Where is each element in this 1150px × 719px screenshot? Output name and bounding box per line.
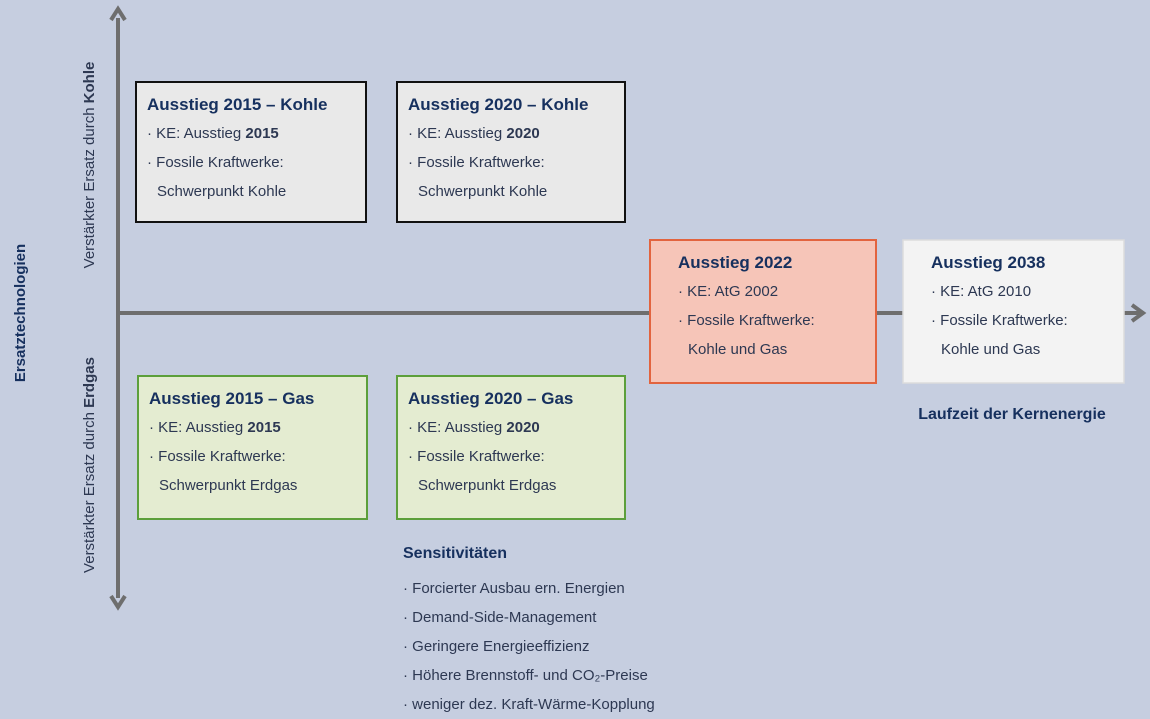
- main-axis-label: Ersatztechnologien: [12, 244, 29, 382]
- upper-axis-label: Verstärkter Ersatz durch Kohle: [81, 62, 98, 269]
- box-line: · KE: Ausstieg 2015: [147, 125, 279, 142]
- box-line: Kohle und Gas: [688, 341, 787, 358]
- line-text: Kohle und Gas: [688, 341, 787, 358]
- line-text: Schwerpunkt Kohle: [418, 183, 547, 200]
- line-text: Schwerpunkt Erdgas: [418, 477, 556, 494]
- line-text: · Fossile Kraftwerke:: [678, 312, 815, 329]
- sensitivity-item: · Höhere Brennstoff- und CO₂-Preise: [403, 667, 648, 684]
- arrow-down: [109, 594, 127, 611]
- line-text: · KE: Ausstieg: [149, 419, 247, 436]
- line-bold: 2020: [506, 419, 539, 436]
- box-line: · Fossile Kraftwerke:: [408, 154, 545, 171]
- line-text: · KE: Ausstieg: [147, 125, 245, 142]
- box-line: · Fossile Kraftwerke:: [408, 448, 545, 465]
- box-title: Ausstieg 2015 – Gas: [149, 389, 314, 408]
- scenario-box: Ausstieg 2015 – Kohle · KE: Ausstieg 2015…: [135, 81, 367, 223]
- sensitivities-list: · Forcierter Ausbau ern. Energien · Deman…: [403, 580, 655, 713]
- box-line: · KE: AtG 2002: [678, 283, 778, 300]
- label-bold: Erdgas: [81, 357, 98, 408]
- line-text: · KE: AtG 2002: [678, 283, 778, 300]
- box-line: Schwerpunkt Erdgas: [159, 477, 297, 494]
- box-title: Ausstieg 2020 – Kohle: [408, 95, 588, 114]
- line-text: · Fossile Kraftwerke:: [149, 448, 286, 465]
- box-line: Kohle und Gas: [941, 341, 1040, 358]
- lower-axis-label: Verstärkter Ersatz durch Erdgas: [81, 357, 98, 573]
- line-text: Schwerpunkt Kohle: [157, 183, 286, 200]
- box-line: · Fossile Kraftwerke:: [931, 312, 1068, 329]
- boxes: Ausstieg 2015 – Kohle · KE: Ausstieg 2015…: [135, 81, 1125, 520]
- line-text: · Fossile Kraftwerke:: [147, 154, 284, 171]
- box-title: Ausstieg 2020 – Gas: [408, 389, 573, 408]
- box-line: · KE: AtG 2010: [931, 283, 1031, 300]
- box-title: Ausstieg 2015 – Kohle: [147, 95, 327, 114]
- box-title: Ausstieg 2038: [931, 253, 1045, 272]
- arrow-right: [1130, 303, 1147, 323]
- arrow-up: [109, 5, 127, 22]
- sensitivity-item: · Demand-Side-Management: [403, 609, 597, 626]
- line-text: · KE: Ausstieg: [408, 125, 506, 142]
- scenario-box: Ausstieg 2020 – Gas· KE: Ausstieg 2020· …: [396, 375, 626, 520]
- box-frame: [649, 239, 877, 384]
- scenario-box: Ausstieg 2038 · KE: AtG 2010 · Fossile Kra…: [902, 239, 1125, 384]
- sensitivity-item: · Geringere Energieeffizienz: [403, 638, 590, 655]
- line-bold: 2020: [506, 125, 539, 142]
- box-line: · KE: Ausstieg 2015: [149, 419, 281, 436]
- box-line: Schwerpunkt Kohle: [418, 183, 547, 200]
- box-line: · KE: Ausstieg 2020: [408, 125, 540, 142]
- box-frame: [396, 375, 626, 520]
- label-text: Verstärkter Ersatz durch: [81, 103, 98, 268]
- line-text: · KE: Ausstieg: [408, 419, 506, 436]
- box-line: · Fossile Kraftwerke:: [149, 448, 286, 465]
- line-text: Kohle und Gas: [941, 341, 1040, 358]
- box-line: Schwerpunkt Kohle: [157, 183, 286, 200]
- scenario-box: Ausstieg 2020 – Kohle · KE: Ausstieg 2020…: [396, 81, 626, 223]
- line-text: · Fossile Kraftwerke:: [408, 154, 545, 171]
- horizontal-axis-label: Laufzeit der Kernenergie: [918, 406, 1106, 423]
- line-text: Schwerpunkt Erdgas: [159, 477, 297, 494]
- sensitivity-item: · weniger dez. Kraft-Wärme-Kopplung: [403, 696, 655, 713]
- box-frame: [135, 81, 367, 223]
- line-text: · Fossile Kraftwerke:: [408, 448, 545, 465]
- line-bold: 2015: [245, 125, 278, 142]
- sensitivities-title: Sensitivitäten: [403, 545, 507, 562]
- box-frame: [396, 81, 626, 223]
- box-frame: [902, 239, 1125, 384]
- box-frame: [137, 375, 368, 520]
- box-title: Ausstieg 2022: [678, 253, 792, 272]
- box-line: · Fossile Kraftwerke:: [678, 312, 815, 329]
- box-line: · Fossile Kraftwerke:: [147, 154, 284, 171]
- label-text: Verstärkter Ersatz durch: [81, 408, 98, 573]
- scenario-box: Ausstieg 2022 · KE: AtG 2002 · Fossile Kra…: [649, 239, 877, 384]
- box-line: Schwerpunkt Erdgas: [418, 477, 556, 494]
- line-text: · KE: AtG 2010: [931, 283, 1031, 300]
- label-bold: Kohle: [81, 62, 98, 104]
- line-text: · Fossile Kraftwerke:: [931, 312, 1068, 329]
- box-line: · KE: Ausstieg 2020: [408, 419, 540, 436]
- scenario-box: Ausstieg 2015 – Gas· KE: Ausstieg 2015· …: [137, 375, 368, 520]
- sensitivity-item: · Forcierter Ausbau ern. Energien: [403, 580, 625, 597]
- line-bold: 2015: [247, 419, 280, 436]
